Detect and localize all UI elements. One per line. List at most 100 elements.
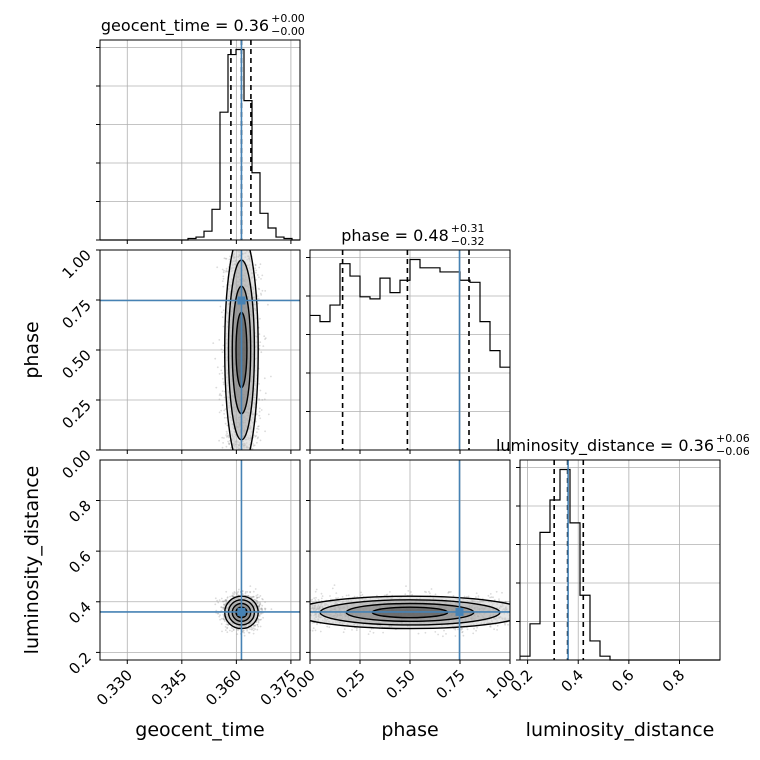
sample-point: [447, 592, 450, 594]
sample-point: [222, 271, 225, 274]
sample-point: [259, 595, 262, 597]
sample-point: [430, 588, 433, 590]
sample-point: [434, 593, 437, 596]
sample-point: [255, 600, 258, 603]
sample-point: [249, 590, 252, 593]
sample-point: [223, 603, 226, 606]
sample-point: [237, 590, 240, 593]
sample-point: [445, 633, 447, 635]
sample-point: [258, 266, 261, 269]
sample-point: [257, 287, 260, 290]
sample-point: [224, 626, 227, 628]
sample-point: [489, 625, 491, 628]
sample-point: [223, 600, 226, 602]
sample-point: [255, 271, 257, 274]
sample-point: [258, 344, 261, 347]
sample-point: [242, 593, 244, 596]
sample-point: [223, 618, 225, 621]
sample-point: [461, 631, 463, 634]
sample-point: [361, 593, 364, 596]
sample-point: [232, 592, 234, 594]
sample-point: [216, 612, 219, 615]
sample-point: [496, 624, 499, 627]
sample-point: [407, 590, 410, 592]
sample-point: [225, 445, 228, 448]
sample-point: [356, 627, 358, 630]
sample-point: [337, 597, 339, 599]
sample-point: [476, 626, 478, 629]
sample-point: [256, 619, 259, 622]
sample-point: [247, 594, 250, 597]
sample-point: [256, 623, 259, 626]
sample-point: [347, 594, 350, 597]
sample-point: [360, 591, 362, 594]
sample-point: [216, 366, 219, 369]
sample-point: [405, 585, 407, 587]
sample-point: [258, 604, 260, 607]
sample-point: [257, 618, 260, 621]
sample-point: [220, 606, 223, 608]
sample-point: [222, 344, 225, 347]
sample-point: [333, 584, 336, 586]
sample-point: [254, 435, 257, 438]
sample-point: [225, 599, 228, 602]
sample-point: [249, 591, 252, 594]
sample-point: [258, 607, 260, 610]
sample-point: [218, 411, 221, 414]
sample-point: [258, 605, 261, 608]
sample-point: [257, 605, 260, 608]
sample-point: [259, 341, 262, 344]
sample-point: [229, 447, 232, 449]
sample-point: [472, 632, 475, 635]
sample-point: [260, 618, 263, 621]
sample-point: [225, 590, 228, 593]
sample-point: [256, 274, 259, 276]
sample-point: [259, 263, 262, 266]
sample-point: [256, 628, 259, 631]
sample-point: [490, 596, 493, 599]
sample-point: [218, 439, 221, 442]
sample-point: [221, 280, 224, 282]
sample-point: [219, 305, 222, 308]
sample-point: [258, 604, 261, 606]
sample-point: [226, 270, 229, 273]
sample-point: [261, 274, 264, 277]
sample-point: [262, 616, 264, 619]
sample-point: [461, 628, 464, 630]
sample-point: [221, 390, 224, 392]
sample-point: [224, 422, 227, 425]
sample-point: [501, 591, 503, 594]
sample-point: [229, 255, 232, 258]
sample-point: [264, 338, 266, 340]
sample-point: [475, 592, 478, 595]
sample-point: [256, 602, 259, 604]
sample-point: [254, 624, 256, 627]
sample-point: [424, 590, 426, 593]
sample-point: [222, 277, 225, 280]
sample-point: [258, 399, 261, 401]
sample-point: [270, 608, 273, 611]
sample-point: [372, 631, 375, 634]
sample-point: [231, 630, 233, 633]
sample-point: [255, 413, 258, 416]
sample-point: [257, 621, 260, 624]
sample-point: [222, 383, 225, 386]
sample-point: [475, 596, 477, 599]
sample-point: [227, 442, 230, 445]
sample-point: [353, 595, 356, 598]
sample-point: [504, 600, 507, 603]
sample-point: [214, 597, 217, 600]
sample-point: [259, 417, 262, 420]
sample-point: [246, 629, 249, 632]
sample-point: [260, 608, 262, 611]
sample-point: [258, 398, 260, 400]
sample-point: [228, 258, 231, 261]
sample-point: [258, 288, 261, 291]
sample-point: [382, 631, 384, 634]
sample-point: [260, 409, 263, 411]
sample-point: [256, 441, 258, 444]
sample-point: [231, 595, 234, 598]
sample-point: [221, 316, 224, 319]
sample-point: [224, 599, 227, 601]
